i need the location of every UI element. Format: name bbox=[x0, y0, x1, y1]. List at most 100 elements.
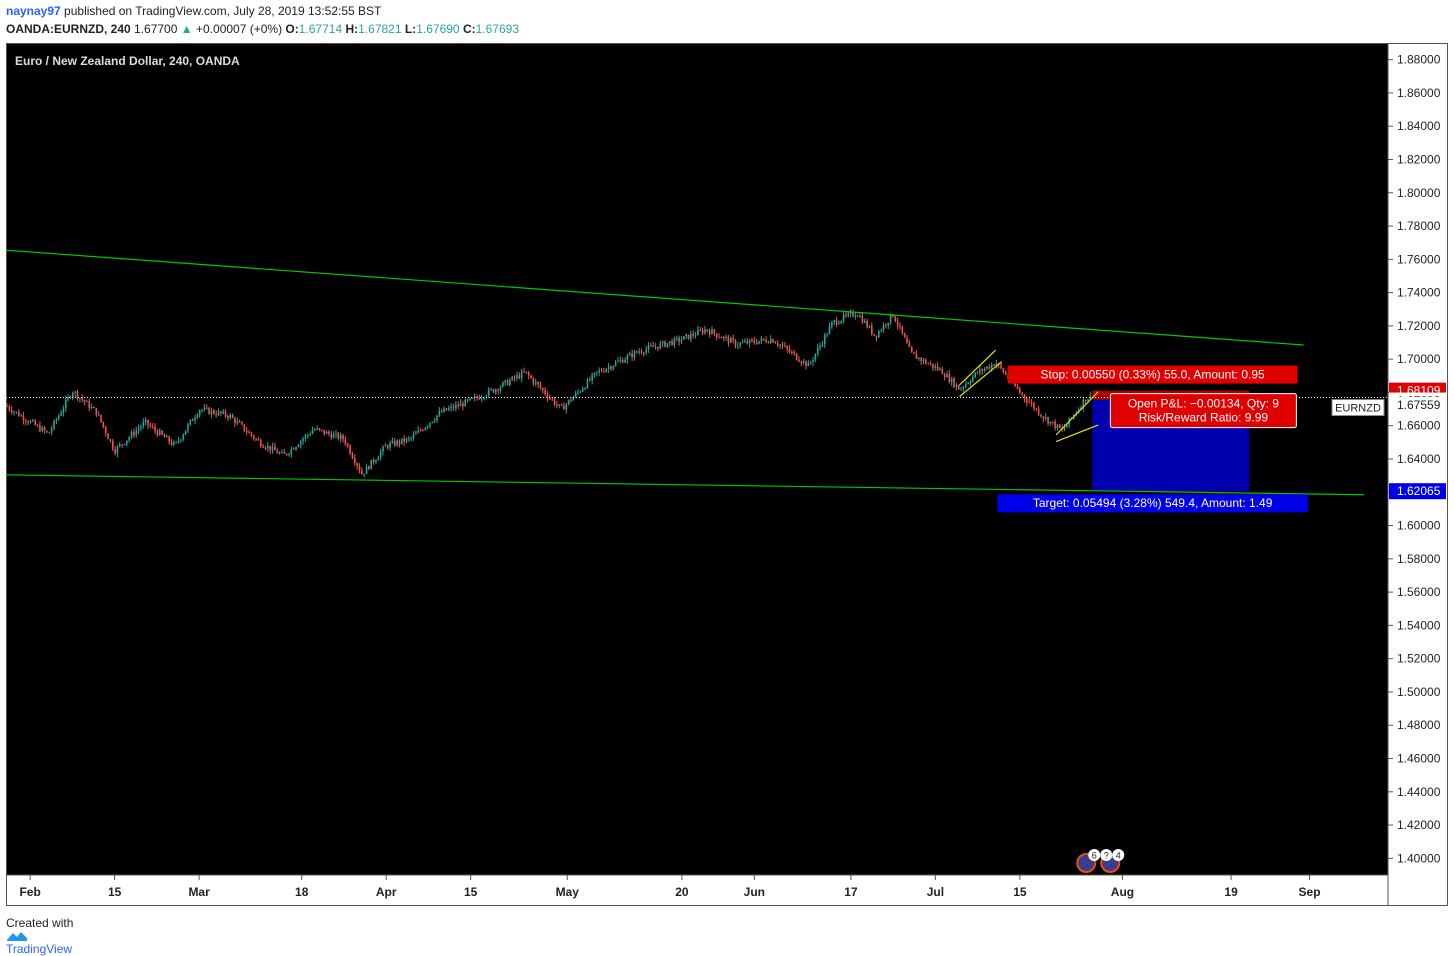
candle-body bbox=[910, 346, 913, 353]
chart-area[interactable]: 1.88000 1.86000 1.84000 1.82000 1.80000 1.780… bbox=[6, 43, 1448, 906]
candle-body bbox=[934, 366, 937, 368]
candle-body bbox=[638, 351, 640, 353]
candle-body bbox=[826, 334, 828, 336]
price-chart-svg[interactable]: 1.88000 1.86000 1.84000 1.82000 1.80000 1.780… bbox=[6, 43, 1448, 906]
candle-body bbox=[861, 315, 864, 323]
candle-body bbox=[680, 339, 683, 342]
candle-body bbox=[111, 440, 114, 450]
candle-body bbox=[777, 343, 779, 346]
candle-body bbox=[304, 435, 307, 439]
candle-body bbox=[610, 366, 612, 369]
candle-body bbox=[302, 438, 304, 442]
candle-body bbox=[408, 438, 410, 440]
candle-body bbox=[311, 430, 314, 434]
entry-price-tag-box bbox=[1389, 396, 1446, 413]
candle-body bbox=[370, 459, 373, 470]
candle-body bbox=[849, 312, 852, 314]
candle-body bbox=[74, 391, 76, 394]
flag-upper-line bbox=[959, 349, 997, 386]
candle-body bbox=[100, 414, 102, 422]
candle-body bbox=[342, 435, 344, 440]
symbol-name: OANDA:EURNZD, 240 bbox=[6, 22, 131, 36]
candle-body bbox=[518, 375, 521, 379]
candle-body bbox=[440, 411, 443, 413]
candle-body bbox=[163, 434, 166, 438]
candle-body bbox=[715, 333, 718, 338]
stop-label: Stop: 0.00550 (0.33%) 55.0, Amount: 0.95 bbox=[1041, 368, 1265, 382]
candle-body bbox=[542, 388, 544, 391]
candle-body bbox=[960, 388, 962, 390]
stop-label-box bbox=[1007, 365, 1298, 384]
candle-body bbox=[1087, 399, 1089, 402]
close-value: 1.67693 bbox=[475, 22, 520, 36]
target-label: Target: 0.05494 (3.28%) 549.4, Amount: 1… bbox=[1033, 496, 1273, 510]
candle-body bbox=[581, 388, 584, 392]
candle-body bbox=[661, 341, 664, 344]
candle-body bbox=[309, 433, 311, 435]
event-count: ? bbox=[1104, 851, 1109, 861]
candle-body bbox=[1021, 392, 1023, 395]
candle-body bbox=[657, 346, 659, 349]
candle-body bbox=[142, 421, 145, 427]
candle-body bbox=[1084, 399, 1087, 402]
candle-body bbox=[791, 351, 793, 353]
candle-body bbox=[896, 321, 899, 326]
candle-body bbox=[969, 381, 972, 384]
candle-body bbox=[718, 337, 720, 339]
candle-body bbox=[722, 336, 725, 339]
candle-body bbox=[102, 421, 105, 427]
candle-body bbox=[203, 407, 206, 410]
candle-body bbox=[579, 391, 582, 393]
y-tick-label: 1.42000 bbox=[1397, 818, 1441, 832]
candle-body bbox=[1082, 399, 1085, 409]
x-tick-label: 19 bbox=[1224, 885, 1238, 899]
candle-body bbox=[607, 366, 610, 369]
candle-body bbox=[241, 422, 243, 425]
candle-body bbox=[1070, 417, 1073, 419]
footer: Created with TradingView bbox=[6, 916, 73, 956]
candle-body bbox=[993, 364, 995, 366]
candle-body bbox=[711, 329, 713, 335]
candle-body bbox=[624, 359, 626, 363]
candle-body bbox=[1051, 421, 1054, 423]
candle-body bbox=[589, 379, 591, 381]
candle-body bbox=[88, 401, 91, 409]
x-tick-label: Jun bbox=[744, 885, 765, 899]
candle-body bbox=[1019, 388, 1021, 393]
author-username[interactable]: naynay97 bbox=[6, 4, 61, 18]
candle-body bbox=[866, 320, 868, 328]
candle-body bbox=[636, 351, 638, 353]
candle-body bbox=[873, 334, 875, 336]
candle-body bbox=[880, 330, 882, 332]
candle-body bbox=[154, 426, 156, 431]
candle-body bbox=[812, 359, 814, 363]
candle-body bbox=[842, 314, 845, 321]
candle-body bbox=[560, 404, 563, 406]
candle-body bbox=[438, 411, 441, 416]
tradingview-brand[interactable]: TradingView bbox=[6, 942, 73, 956]
candle-body bbox=[932, 363, 934, 368]
candle-body bbox=[62, 408, 65, 413]
target-price-tag-box bbox=[1389, 483, 1446, 500]
candle-body bbox=[401, 438, 403, 444]
candle-body bbox=[640, 351, 643, 353]
candle-body bbox=[417, 430, 420, 433]
candle-body bbox=[708, 330, 711, 335]
target-label-box bbox=[997, 494, 1308, 513]
candle-body bbox=[22, 415, 25, 421]
candle-body bbox=[605, 368, 608, 372]
candle-body bbox=[894, 316, 897, 322]
candle-body bbox=[1042, 416, 1045, 419]
candle-body bbox=[170, 441, 173, 445]
candle-body bbox=[699, 329, 702, 331]
candle-body bbox=[739, 342, 741, 346]
candle-body bbox=[673, 338, 676, 345]
candle-body bbox=[871, 325, 873, 335]
candle-body bbox=[252, 435, 255, 439]
candle-body bbox=[351, 453, 354, 459]
candle-body bbox=[983, 368, 986, 371]
candle-body bbox=[685, 334, 687, 337]
candle-body bbox=[553, 399, 556, 405]
candle-body bbox=[17, 411, 20, 417]
candle-body bbox=[182, 434, 185, 440]
